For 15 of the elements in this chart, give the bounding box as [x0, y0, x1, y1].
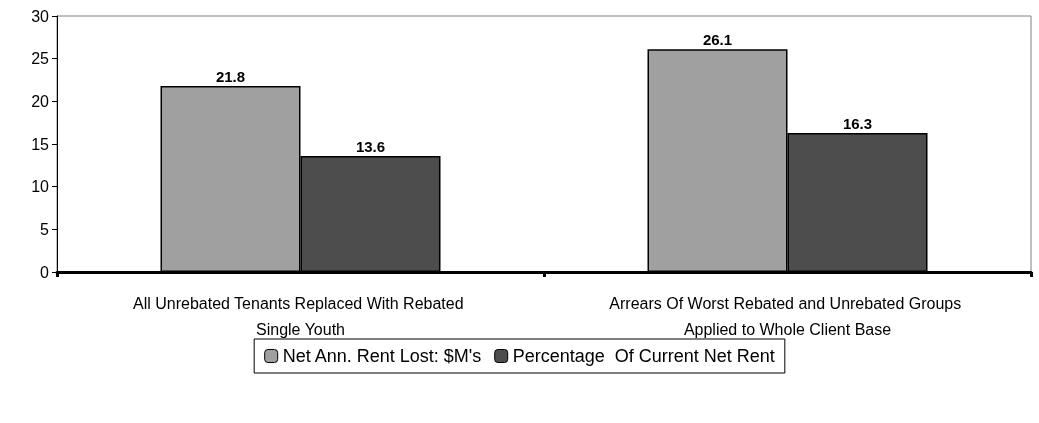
x-tick-label: Arrears Of Worst Rebated and Unrebated Groups Applied to Whole Client Base [609, 294, 966, 338]
legend-label: Net Ann. Rent Lost: $M's [282, 346, 482, 366]
y-tick-label: 5 [40, 220, 50, 238]
y-tick-label: 20 [31, 92, 50, 110]
y-tick-label: 30 [31, 7, 50, 25]
y-tick-label: 10 [31, 178, 50, 196]
y-tick-label: 0 [40, 263, 50, 281]
data-label: 21.8 [215, 67, 246, 85]
y-tick-label: 25 [31, 50, 50, 68]
data-label: 16.3 [842, 114, 873, 132]
data-label: 13.6 [355, 137, 386, 155]
y-tick-label: 15 [31, 135, 50, 153]
x-tick-label: All Unrebated Tenants Replaced With Rebated Single Youth [132, 294, 469, 338]
data-label: 26.1 [702, 31, 733, 49]
legend-label: Percentage Of Current Net Rent [512, 346, 775, 366]
